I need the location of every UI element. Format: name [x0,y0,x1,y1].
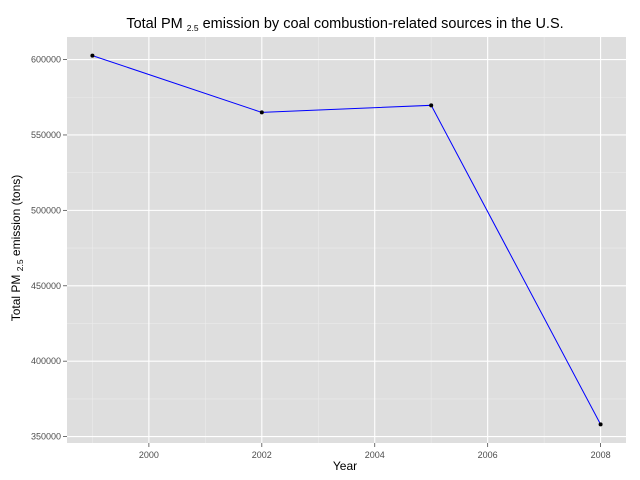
chart-title-part: emission by coal combustion-related sour… [199,16,564,32]
x-tick-label: 2006 [478,450,498,460]
y-axis-label: Total PM 2.5 emission (tons) [9,175,25,322]
chart-title: Total PM 2.5 emission by coal combustion… [126,16,563,33]
x-axis-ticks: 2000 2002 2004 2006 2008 [139,443,611,460]
y-axis-label-subscript: 2.5 [15,259,25,271]
x-tick-label: 2004 [365,450,385,460]
series-emissions [92,55,602,425]
y-tick-label: 400000 [31,356,61,366]
y-tick-label: 450000 [31,281,61,291]
y-axis-ticks: 350000 400000 450000 500000 550000 600000 [31,55,67,442]
y-tick-label: 600000 [31,55,61,65]
x-tick-label: 2008 [591,450,611,460]
x-tick-label: 2002 [252,450,272,460]
chart-title-subscript: 2.5 [187,23,199,33]
data-point [90,53,95,58]
chart-title-part: Total PM [126,16,186,32]
major-gridlines [67,37,626,443]
y-axis-label-part: emission (tons) [9,175,23,260]
y-axis-label-part: Total PM [9,271,23,321]
data-point [429,103,434,108]
data-points [90,53,603,427]
y-tick-label: 500000 [31,205,61,215]
series-line [92,55,602,425]
data-point [598,422,603,427]
x-axis-label: Year [333,459,357,473]
y-tick-label: 550000 [31,130,61,140]
y-tick-label: 350000 [31,432,61,442]
x-tick-label: 2000 [139,450,159,460]
data-point [259,110,264,115]
plot-panel [67,37,626,443]
